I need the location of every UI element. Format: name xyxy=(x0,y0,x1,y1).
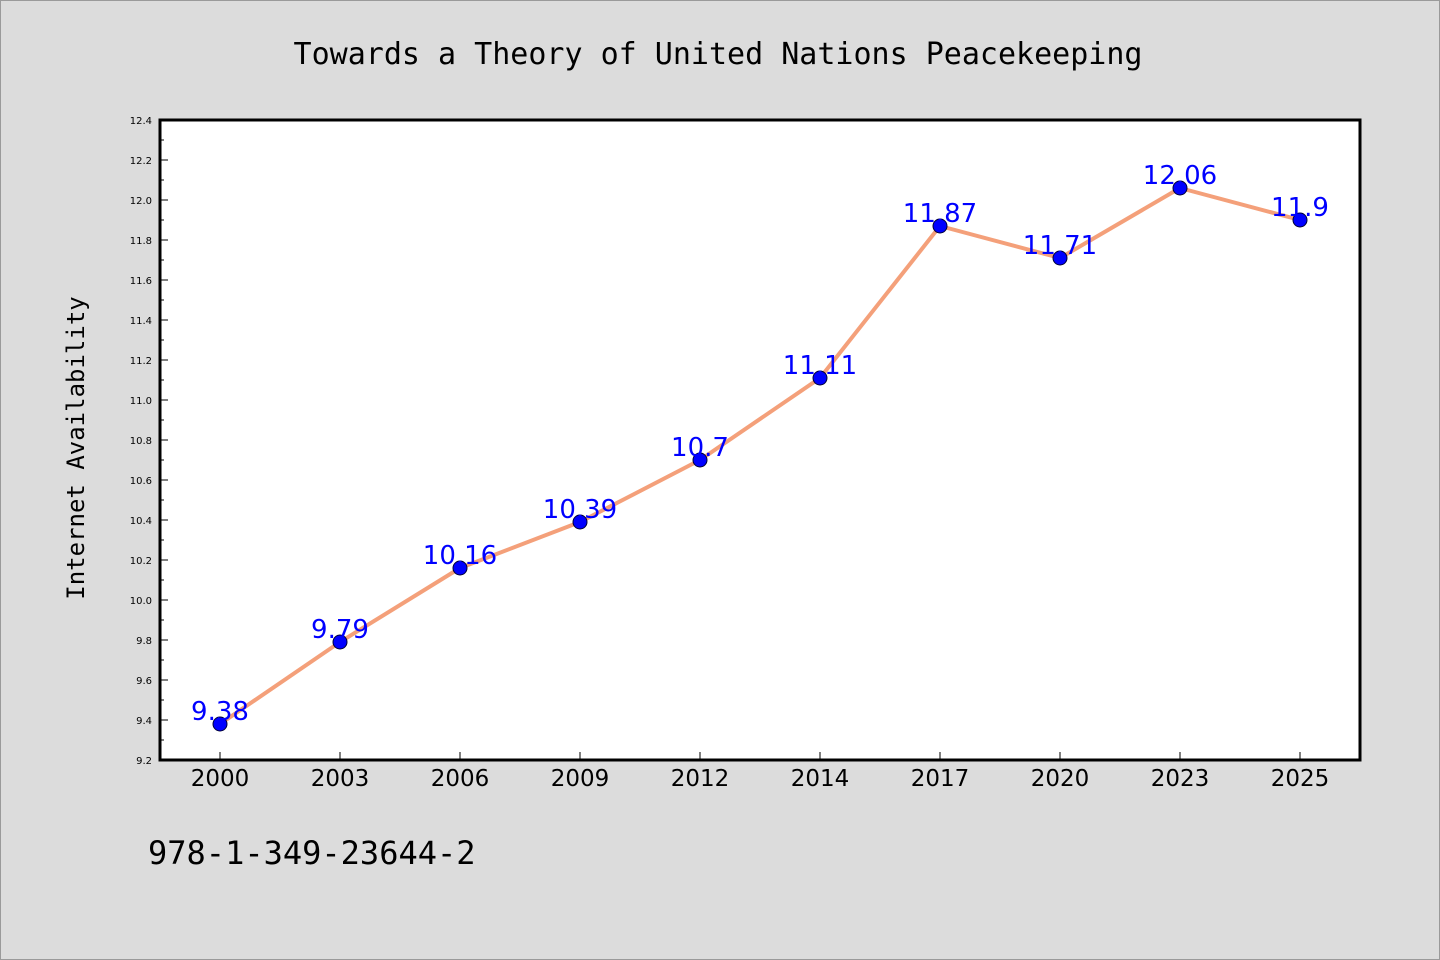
data-label: 10.16 xyxy=(423,541,497,571)
y-axis-ticks: 9.2 9.4 9.6 9.8 10.0 10.2 10.4 10.6 10.8 11.0 11.2… xyxy=(130,116,168,767)
x-tick-label: 2020 xyxy=(1031,766,1090,792)
y-tick-label: 9.8 xyxy=(136,636,152,647)
x-tick-label: 2014 xyxy=(791,766,850,792)
y-tick-label: 12.4 xyxy=(130,116,152,127)
data-point xyxy=(332,634,348,650)
data-point xyxy=(1172,180,1188,196)
y-tick-label: 11.0 xyxy=(130,396,152,407)
y-tick-label: 10.2 xyxy=(130,556,152,567)
x-tick-label: 2025 xyxy=(1271,766,1330,792)
y-tick-label: 11.8 xyxy=(130,236,152,247)
data-labels: 9.38 9.79 10.16 10.39 10.7 11.11 11.87 11.71 12.… xyxy=(191,161,1329,727)
data-point xyxy=(812,370,828,386)
y-tick-label: 10.4 xyxy=(130,516,152,527)
data-point xyxy=(1052,250,1068,266)
chart-title: Towards a Theory of United Nations Peace… xyxy=(294,37,1143,72)
y-tick-label: 11.4 xyxy=(130,316,152,327)
data-label: 9.79 xyxy=(311,615,369,645)
series-line xyxy=(218,186,1301,726)
data-point xyxy=(452,560,468,576)
data-point xyxy=(932,218,948,234)
x-tick-label: 2023 xyxy=(1151,766,1210,792)
data-label: 12.06 xyxy=(1143,161,1217,191)
y-tick-label: 11.2 xyxy=(130,356,152,367)
data-point xyxy=(572,514,588,530)
series-layer xyxy=(212,180,1308,732)
data-label: 11.9 xyxy=(1271,193,1329,223)
y-tick-label: 10.6 xyxy=(130,476,152,487)
y-axis-label: Internet Availability xyxy=(62,296,90,599)
x-tick-label: 2017 xyxy=(911,766,970,792)
x-tick-label: 2006 xyxy=(431,766,490,792)
data-point xyxy=(692,452,708,468)
y-tick-label: 10.0 xyxy=(130,596,152,607)
y-tick-label: 9.6 xyxy=(136,676,152,687)
data-label: 11.11 xyxy=(783,351,857,381)
data-label: 9.38 xyxy=(191,697,249,727)
data-label: 11.87 xyxy=(903,199,977,229)
data-point xyxy=(1292,212,1308,228)
x-tick-label: 2003 xyxy=(311,766,370,792)
data-label: 10.39 xyxy=(543,495,617,525)
x-tick-label: 2000 xyxy=(191,766,250,792)
y-tick-label: 10.8 xyxy=(130,436,152,447)
y-tick-label: 9.4 xyxy=(136,716,152,727)
data-label: 10.7 xyxy=(671,433,729,463)
x-tick-label: 2012 xyxy=(671,766,730,792)
plot-area xyxy=(158,118,1362,762)
y-tick-label: 12.2 xyxy=(130,156,152,167)
y-tick-label: 11.6 xyxy=(130,276,152,287)
x-axis-ticks: 2000 2003 2006 2009 2012 2014 2017 2020 2023 2025 xyxy=(191,752,1330,792)
data-label: 11.71 xyxy=(1023,231,1097,261)
isbn-footnote: 978-1-349-23644-2 xyxy=(148,834,476,872)
y-tick-label: 12.0 xyxy=(130,196,152,207)
data-point xyxy=(212,716,228,732)
x-tick-label: 2009 xyxy=(551,766,610,792)
y-tick-label: 9.2 xyxy=(136,756,152,767)
